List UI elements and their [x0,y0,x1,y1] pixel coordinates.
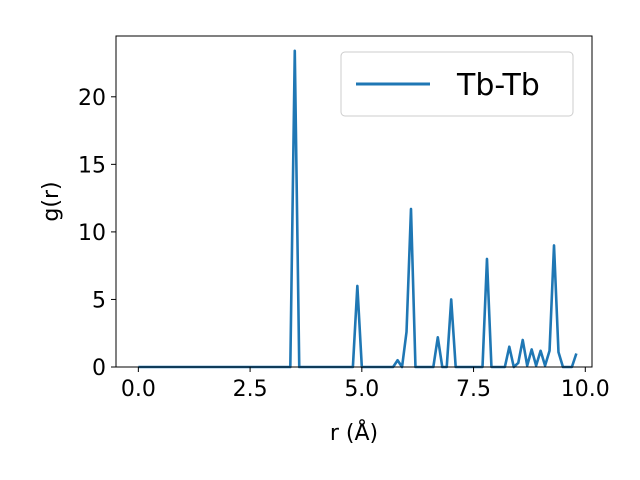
x-tick-label: 5.0 [344,377,379,402]
legend-label-tb-tb: Tb-Tb [456,68,540,103]
y-tick-label: 0 [92,356,106,381]
x-tick-label: 7.5 [456,377,491,402]
x-tick-label: 2.5 [233,377,268,402]
x-tick-label: 10.0 [561,377,610,402]
legend-box [340,51,574,117]
y-axis: 0 5 10 15 20 [78,86,116,381]
x-axis-label: r (Å) [330,419,378,446]
x-axis: 0.0 2.5 5.0 7.5 10.0 [121,367,610,402]
y-tick-label: 5 [92,288,106,313]
x-tick-label: 0.0 [121,377,156,402]
legend: Tb-Tb [340,51,574,117]
y-axis-label: g(r) [39,181,64,221]
axes-frame [115,35,593,368]
y-tick-label: 20 [78,86,106,111]
y-tick-label: 10 [78,221,106,246]
y-tick-label: 15 [78,153,106,178]
